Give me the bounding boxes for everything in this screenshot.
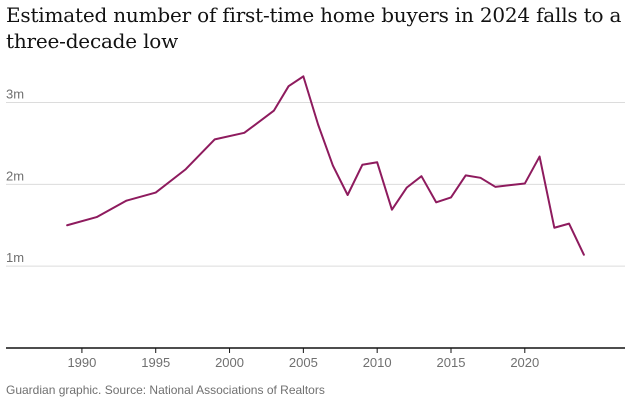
x-tick-label: 2010	[363, 355, 392, 370]
x-tick-label: 2000	[215, 355, 244, 370]
y-tick-label: 2m	[6, 168, 24, 183]
x-tick-label: 1990	[67, 355, 96, 370]
chart-title: Estimated number of first-time home buye…	[6, 3, 622, 53]
x-tick-label: 2020	[510, 355, 539, 370]
gridlines	[6, 102, 625, 267]
y-tick-label: 3m	[6, 87, 24, 102]
x-tick-label: 2015	[437, 355, 466, 370]
x-tick-label: 2005	[289, 355, 318, 370]
y-tick-label: 1m	[6, 250, 24, 265]
source-note: Guardian graphic. Source: National Assoc…	[6, 383, 325, 397]
x-tick-label: 1995	[141, 355, 170, 370]
y-axis-tick-labels: 1m 2m 3m	[6, 87, 24, 266]
series-lines	[66, 75, 585, 256]
series-line	[66, 75, 585, 256]
x-axis-ticks: 1990 1995 2000 2005 2010 2015 2020	[67, 348, 539, 370]
